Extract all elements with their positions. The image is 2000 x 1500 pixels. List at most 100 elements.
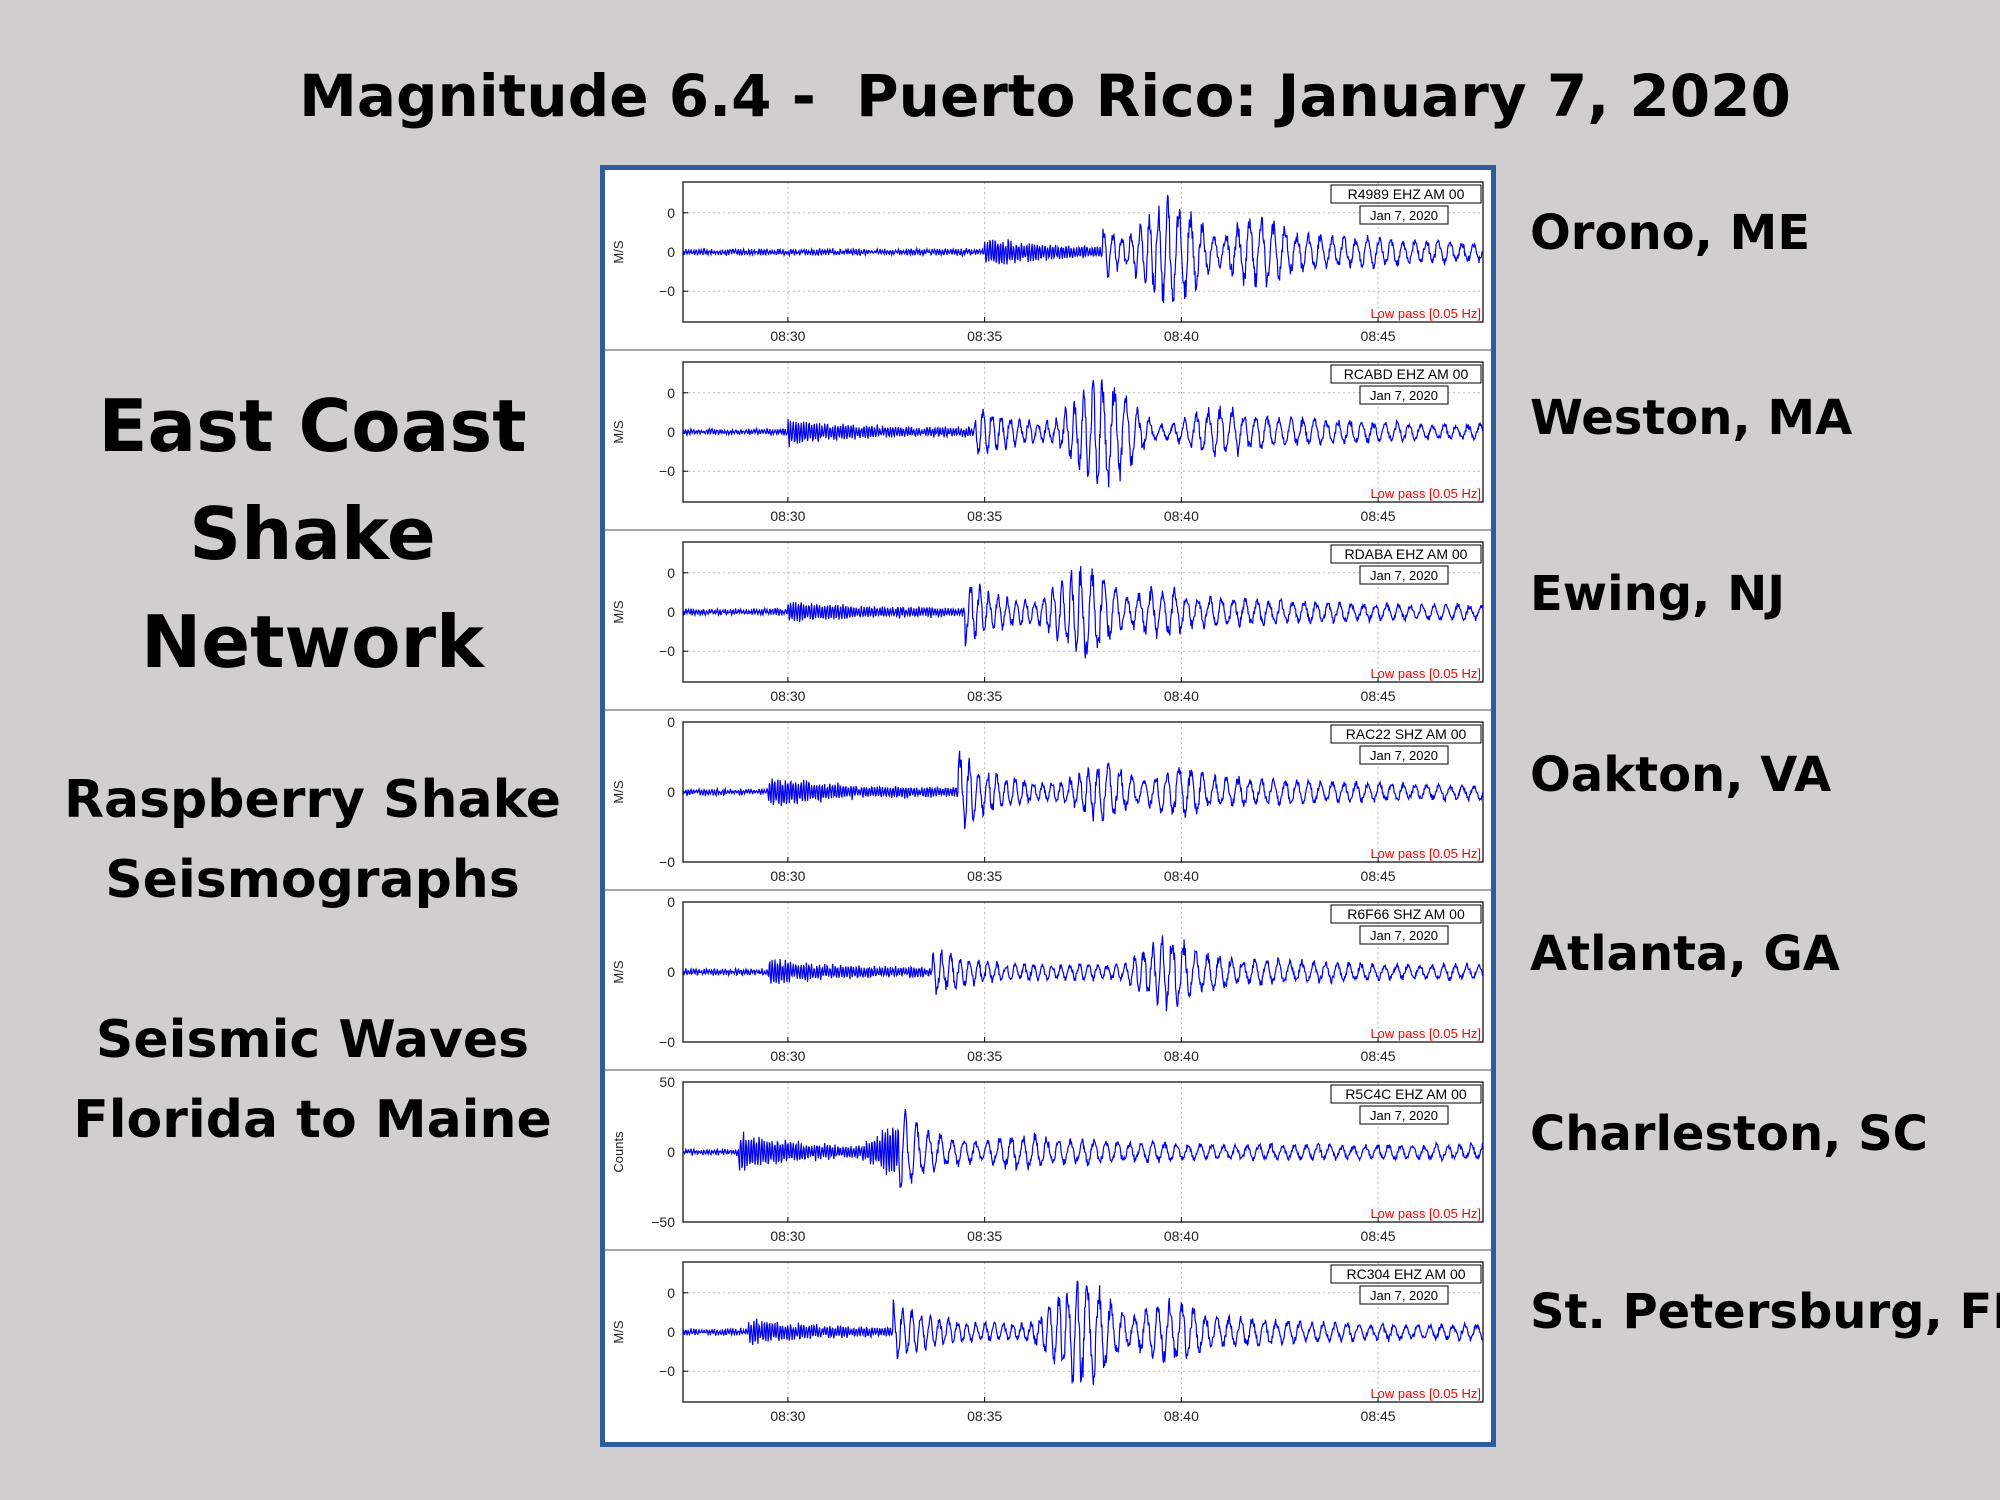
x-tick-label: 08:35: [967, 508, 1002, 524]
seismogram-panel-3: 08:30 08:35 08:40 08:45 0 0 −0 M/S RDABA EHZ AM …: [605, 529, 1491, 704]
x-tick-label: 08:40: [1164, 688, 1199, 704]
x-tick-label: 08:30: [770, 1048, 805, 1064]
network-title-line-1: East Coast: [98, 384, 527, 468]
network-title-line-2: Shake: [189, 492, 436, 576]
station-id-box: [1330, 904, 1482, 924]
filter-label: Low pass [0.05 Hz]: [1370, 846, 1481, 861]
y-tick-label: −0: [659, 643, 675, 659]
date-label: Jan 7, 2020: [1370, 1288, 1438, 1303]
waveform-trace: [682, 750, 1484, 830]
seismogram-panel-1: 08:30 08:35 08:40 08:45 0 0 −0 M/S R4989 EHZ AM …: [611, 181, 1484, 344]
waves-subtitle-line-1: Seismic Waves: [95, 1010, 530, 1070]
x-tick-label: 08:45: [1361, 328, 1396, 344]
filter-label: Low pass [0.05 Hz]: [1370, 486, 1481, 501]
y-tick-label: −0: [659, 463, 675, 479]
y-tick-label: 0: [667, 894, 675, 910]
x-tick-label: 08:45: [1361, 508, 1396, 524]
y-tick-label: 0: [667, 714, 675, 730]
x-tick-label: 08:45: [1361, 1048, 1396, 1064]
station-label-1: Orono, ME: [1530, 205, 1811, 261]
y-axis-label: M/S: [611, 600, 626, 623]
date-box: [1359, 745, 1449, 765]
waves-subtitle: Seismic Waves Florida to Maine: [40, 1000, 585, 1160]
waveform-trace: [682, 1108, 1484, 1189]
x-tick-label: 08:45: [1361, 1228, 1396, 1244]
y-axis-label: M/S: [611, 960, 626, 983]
y-tick-label: 0: [667, 565, 675, 581]
date-box: [1359, 205, 1449, 225]
station-label-7: St. Petersburg, FL: [1530, 1284, 2000, 1340]
y-axis-label: M/S: [611, 240, 626, 263]
x-tick-label: 08:30: [770, 328, 805, 344]
station-label-4: Oakton, VA: [1530, 747, 1832, 803]
station-id-box: [1330, 724, 1482, 744]
network-title: East Coast Shake Network: [40, 372, 585, 696]
seismogram-panel-5: 08:30 08:35 08:40 08:45 0 0 −0 M/S R6F66 SHZ AM …: [605, 889, 1491, 1064]
y-tick-label: 0: [667, 1285, 675, 1301]
filter-label: Low pass [0.05 Hz]: [1370, 1026, 1481, 1041]
waves-subtitle-line-2: Florida to Maine: [73, 1090, 552, 1150]
seismogram-panel-4: 08:30 08:35 08:40 08:45 0 0 −0 M/S RAC22 SHZ AM …: [605, 709, 1491, 884]
filter-label: Low pass [0.05 Hz]: [1370, 666, 1481, 681]
waveform-trace: [682, 935, 1484, 1012]
y-tick-label: 0: [667, 1324, 675, 1340]
filter-label: Low pass [0.05 Hz]: [1370, 1206, 1481, 1221]
x-tick-label: 08:45: [1361, 1408, 1396, 1424]
station-id-label: RC304 EHZ AM 00: [1346, 1266, 1465, 1282]
date-box: [1359, 1285, 1449, 1305]
station-id-box: [1330, 544, 1482, 564]
y-tick-label: −0: [659, 1034, 675, 1050]
station-label-2: Weston, MA: [1530, 390, 1853, 446]
instrument-subtitle: Raspberry Shake Seismographs: [40, 760, 585, 920]
station-label-3: Ewing, NJ: [1530, 566, 1786, 622]
y-axis-label: M/S: [611, 420, 626, 443]
x-tick-label: 08:40: [1164, 508, 1199, 524]
seismogram-panels: 08:30 08:35 08:40 08:45 0 0 −0 M/S R4989 EHZ AM …: [605, 181, 1491, 1424]
x-tick-label: 08:35: [967, 868, 1002, 884]
date-box: [1359, 925, 1449, 945]
y-axis-label: Counts: [611, 1131, 626, 1173]
slide-title: Magnitude 6.4 - Puerto Rico: January 7, …: [299, 62, 1791, 130]
date-label: Jan 7, 2020: [1370, 388, 1438, 403]
x-tick-label: 08:30: [770, 1228, 805, 1244]
x-tick-label: 08:40: [1164, 1228, 1199, 1244]
seismogram-panel-6: 08:30 08:35 08:40 08:45 50 0 −50 Counts R5C4C EH…: [605, 1069, 1491, 1244]
date-box: [1359, 565, 1449, 585]
date-label: Jan 7, 2020: [1370, 208, 1438, 223]
x-tick-label: 08:45: [1361, 688, 1396, 704]
date-box: [1359, 385, 1449, 405]
x-tick-label: 08:40: [1164, 868, 1199, 884]
instrument-subtitle-line-1: Raspberry Shake: [63, 770, 562, 830]
y-tick-label: 0: [667, 964, 675, 980]
x-tick-label: 08:40: [1164, 328, 1199, 344]
y-tick-label: 0: [667, 604, 675, 620]
station-id-box: [1330, 1084, 1482, 1104]
station-label-6: Charleston, SC: [1530, 1106, 1928, 1162]
x-tick-label: 08:30: [770, 868, 805, 884]
station-id-box: [1330, 1264, 1482, 1284]
station-label-5: Atlanta, GA: [1530, 926, 1840, 982]
station-id-label: RDABA EHZ AM 00: [1345, 546, 1468, 562]
y-tick-label: −0: [659, 283, 675, 299]
network-title-line-3: Network: [141, 600, 484, 684]
station-id-label: RCABD EHZ AM 00: [1344, 366, 1469, 382]
y-tick-label: 0: [667, 1144, 675, 1160]
station-id-label: R4989 EHZ AM 00: [1348, 186, 1465, 202]
y-tick-label: 0: [667, 205, 675, 221]
x-tick-label: 08:35: [967, 1408, 1002, 1424]
y-tick-label: 0: [667, 244, 675, 260]
x-tick-label: 08:35: [967, 1228, 1002, 1244]
y-tick-label: 0: [667, 784, 675, 800]
station-id-box: [1330, 364, 1482, 384]
x-tick-label: 08:30: [770, 508, 805, 524]
station-id-label: R5C4C EHZ AM 00: [1345, 1086, 1467, 1102]
y-tick-label: 0: [667, 385, 675, 401]
waveform-trace: [682, 566, 1484, 659]
x-tick-label: 08:40: [1164, 1048, 1199, 1064]
station-id-label: R6F66 SHZ AM 00: [1347, 906, 1465, 922]
axes-box: [682, 541, 1484, 683]
y-tick-label: 0: [667, 424, 675, 440]
axes-box: [682, 361, 1484, 503]
waveform-trace: [682, 1280, 1484, 1386]
seismogram-frame: 08:30 08:35 08:40 08:45 0 0 −0 M/S R4989 EHZ AM …: [600, 165, 1496, 1447]
